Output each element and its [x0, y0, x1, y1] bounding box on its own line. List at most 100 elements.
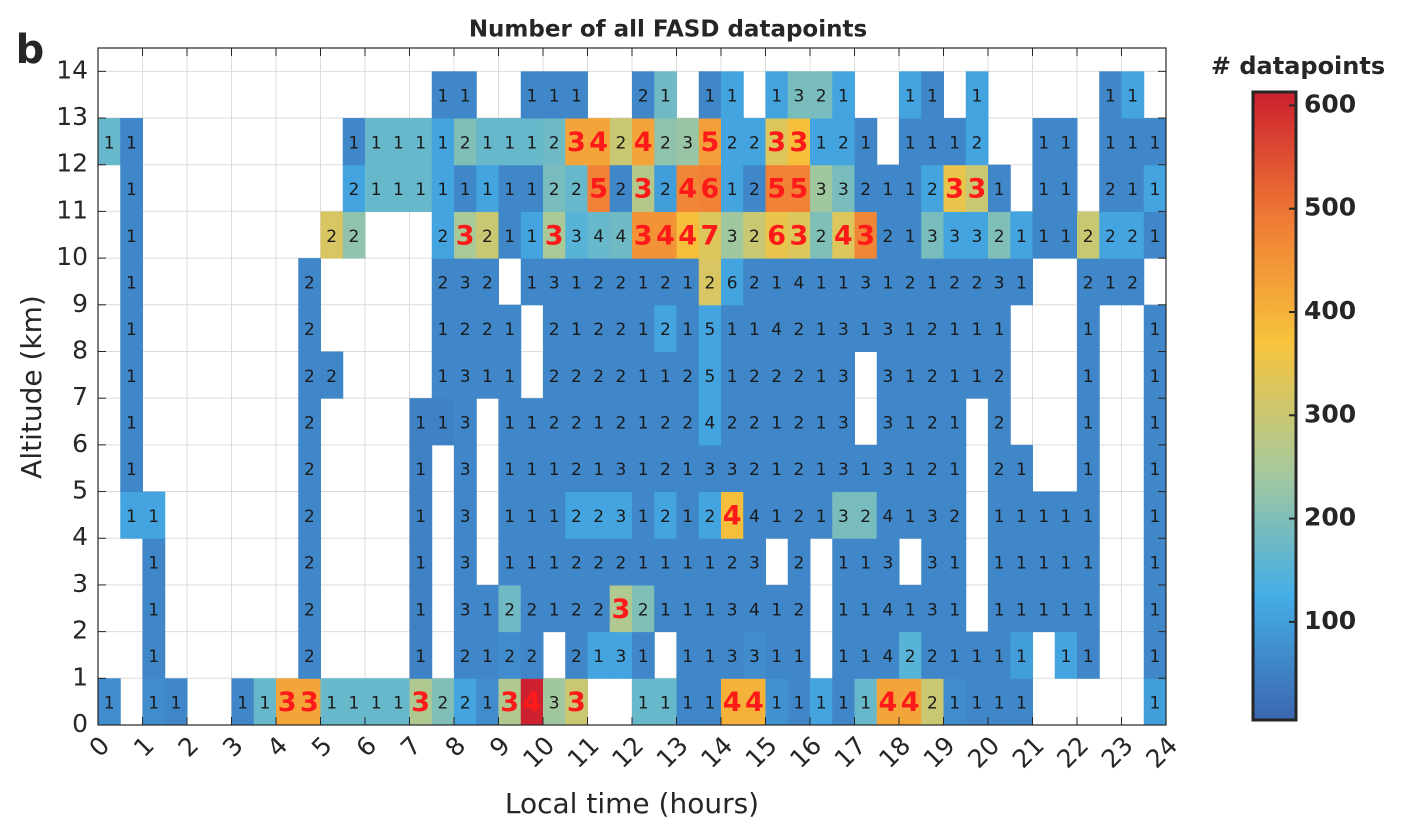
cell-count: 1: [638, 320, 649, 340]
heat-cell: [120, 304, 143, 352]
heat-cell: [787, 444, 811, 493]
heat-cell: [409, 118, 433, 166]
cell-count: 1: [237, 694, 248, 714]
cell-count: 1: [682, 320, 693, 340]
x-tick-label: 12: [606, 731, 649, 774]
cell-count: 4: [656, 220, 675, 251]
cell-count: 2: [704, 507, 715, 527]
heat-cell: [899, 351, 922, 399]
heat-cell: [1121, 211, 1145, 259]
heat-cell: [587, 491, 611, 539]
cell-count: 2: [771, 367, 782, 387]
heat-cell: [676, 164, 700, 212]
cell-count: 1: [771, 273, 782, 293]
cell-count: 1: [994, 600, 1005, 620]
cell-count: 1: [571, 273, 582, 293]
cell-count: 1: [1149, 414, 1160, 434]
y-tick-label: 4: [72, 522, 88, 551]
heat-cell: [1099, 211, 1122, 259]
heat-cell: [1143, 398, 1167, 446]
heat-cell: [476, 584, 499, 633]
cell-count: 1: [771, 460, 782, 480]
heat-cell: [1077, 491, 1100, 539]
x-tick-label: 9: [484, 731, 516, 763]
cell-count: 1: [816, 507, 827, 527]
cell-count: 1: [1060, 600, 1071, 620]
heat-cell: [676, 444, 700, 493]
cell-count: 2: [615, 367, 626, 387]
heat-cell: [543, 258, 566, 306]
heat-cell: [454, 304, 477, 352]
cell-count: 2: [593, 600, 604, 620]
heat-cell: [609, 351, 633, 399]
cell-count: 1: [126, 227, 137, 247]
cell-count: 2: [304, 647, 315, 667]
heat-cell: [320, 351, 344, 399]
x-tick-label: 17: [829, 731, 872, 774]
cell-count: 3: [727, 600, 738, 620]
heat-cell: [943, 211, 967, 259]
cell-count: 1: [704, 647, 715, 667]
cell-count: 2: [660, 507, 671, 527]
cell-count: 2: [749, 414, 760, 434]
cell-count: 4: [593, 227, 604, 247]
cell-count: 1: [816, 460, 827, 480]
heat-cell: [387, 678, 410, 726]
heat-cell: [565, 164, 588, 212]
cell-count: 1: [727, 320, 738, 340]
cell-count: 2: [971, 273, 982, 293]
heat-cell: [454, 258, 477, 306]
cell-count: 1: [882, 273, 893, 293]
cell-count: 1: [104, 133, 115, 153]
heat-cell: [1054, 118, 1078, 166]
heat-cell: [854, 258, 878, 306]
cell-count: 1: [727, 180, 738, 200]
heat-cell: [899, 304, 922, 352]
cell-count: 3: [460, 367, 471, 387]
heat-cell: [721, 304, 744, 352]
heat-cell: [565, 678, 588, 726]
heat-cell: [765, 258, 789, 306]
cell-count: 1: [1127, 180, 1138, 200]
cell-count: 2: [1083, 273, 1094, 293]
heat-cell: [676, 678, 700, 726]
cell-count: 1: [1149, 647, 1160, 667]
cell-count: 1: [1149, 367, 1160, 387]
cell-count: 3: [882, 367, 893, 387]
heat-cell: [142, 584, 166, 633]
cell-count: 2: [615, 180, 626, 200]
heat-cell: [854, 118, 878, 166]
heat-cell: [1054, 211, 1078, 259]
heat-cell: [298, 351, 321, 399]
cell-count: 2: [571, 554, 582, 574]
cell-count: 1: [504, 367, 515, 387]
heat-cell: [854, 304, 878, 352]
heat-cell: [1143, 211, 1167, 259]
heat-cell: [498, 398, 522, 446]
cell-count: 4: [771, 320, 782, 340]
cell-count: 2: [304, 460, 315, 480]
x-tick-label: 18: [873, 731, 916, 774]
heat-cell: [988, 398, 1011, 446]
heat-cell: [1010, 678, 1033, 726]
cell-count: 1: [482, 694, 493, 714]
cell-count: 2: [482, 227, 493, 247]
heat-cell: [832, 351, 855, 399]
cell-count: 3: [549, 694, 560, 714]
cell-count: 1: [437, 414, 448, 434]
cell-count: 3: [549, 273, 560, 293]
heat-cell: [943, 258, 967, 306]
cell-count: 2: [793, 320, 804, 340]
heat-cell: [765, 398, 789, 446]
cell-count: 1: [949, 647, 960, 667]
cell-count: 2: [526, 600, 537, 620]
heat-cell: [1032, 491, 1056, 539]
cell-count: 1: [437, 367, 448, 387]
x-tick-label: 23: [1096, 731, 1139, 774]
heat-cell: [365, 118, 388, 166]
heat-cell: [676, 538, 700, 586]
cell-count: 6: [700, 174, 719, 205]
cell-count: 2: [727, 554, 738, 574]
heat-cell: [876, 351, 900, 399]
cell-count: 1: [927, 133, 938, 153]
